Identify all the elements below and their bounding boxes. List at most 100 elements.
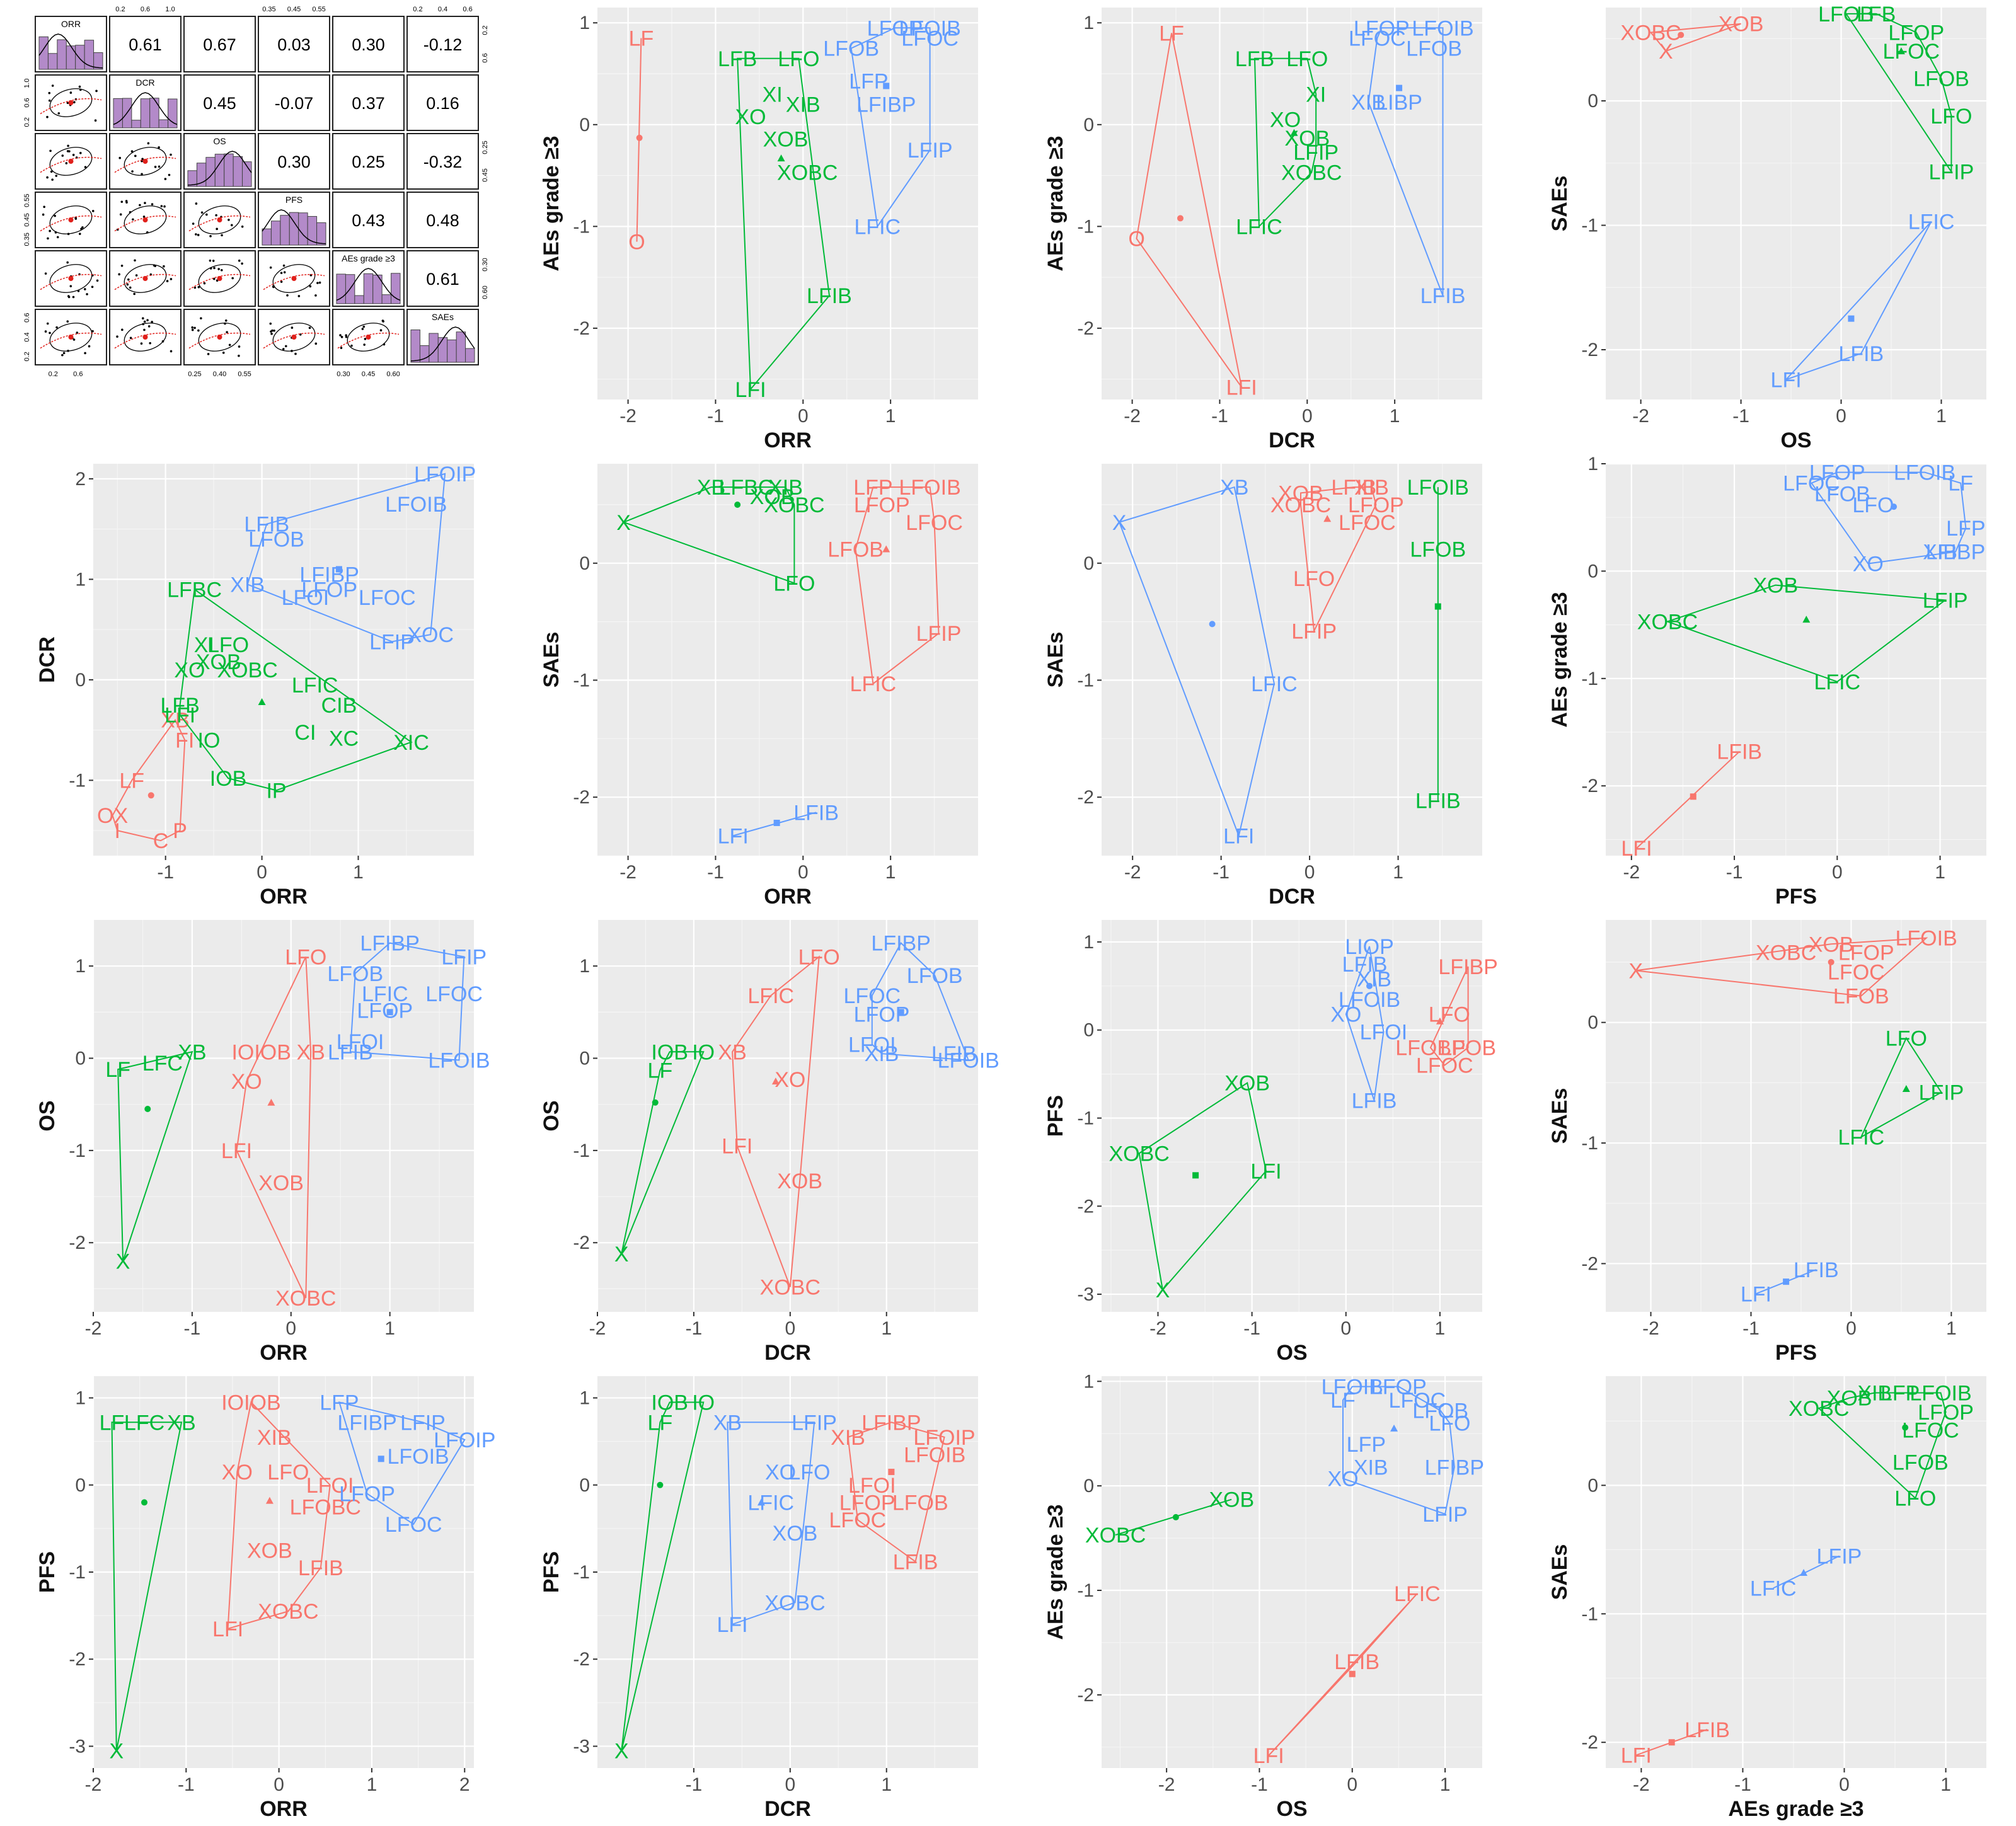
scatter-dot (132, 218, 134, 221)
correlation-ellipse (272, 323, 316, 352)
group-centroid (882, 545, 890, 553)
scatter-dot (345, 334, 347, 337)
point-label: XI (194, 633, 214, 657)
scatter-dot (76, 331, 79, 334)
point-label: LFIP (1928, 161, 1974, 185)
matrix-left-tick: 1.0 (23, 79, 31, 88)
scatter-dot (340, 347, 343, 349)
plot-background (1102, 1376, 1482, 1768)
point-label: LFIC (854, 215, 901, 239)
group-centroid (258, 698, 266, 705)
scatter-panel-3: -2 -1 0 1 -2 -1 0 OS SAEs XOBC XOB X LFOB LFB LFOP LFOC… (1512, 0, 2016, 456)
point-label: LFIBP (360, 932, 419, 956)
mean-point (142, 276, 148, 281)
y-tick-label: 0 (579, 1048, 590, 1069)
point-label: LFO (1886, 1027, 1927, 1051)
scatter-dot (119, 213, 122, 216)
point-label: OX (97, 804, 128, 828)
point-label: LF (1330, 1389, 1356, 1413)
correlation-value: 0.43 (352, 211, 385, 230)
x-axis-title: AEs grade ≥3 (1728, 1797, 1863, 1821)
point-label: LFOB (827, 538, 884, 562)
scatter-dot (382, 320, 384, 323)
matrix-left-tick: 0.45 (23, 213, 31, 226)
point-label: I (115, 819, 120, 843)
point-label: LFI (722, 1135, 752, 1159)
point-label: C (153, 829, 169, 853)
x-tick-label: 1 (1390, 406, 1400, 427)
point-label: LFO (788, 1461, 830, 1484)
point-label: LFIBP (1425, 1456, 1484, 1479)
scatter-dot (54, 214, 56, 217)
x-tick-label: 0 (1347, 1774, 1357, 1795)
point-label: XIB (1923, 541, 1957, 565)
point-label: LFIC (1750, 1576, 1797, 1600)
point-label: LFOIB (1894, 461, 1956, 485)
point-label: LFOIB (1909, 1382, 1971, 1406)
matrix-left-tick: 0.4 (23, 332, 31, 342)
point-label: LFIB (1685, 1718, 1730, 1742)
x-tick-label: 1 (1435, 1318, 1446, 1339)
scatter-dot (48, 99, 51, 102)
point-label: CI (294, 721, 316, 745)
y-tick-label: -2 (573, 318, 590, 339)
group-centroid (144, 1106, 151, 1113)
group-hull (1817, 1392, 1947, 1500)
scatter-dot (66, 261, 69, 264)
y-tick-label: -1 (69, 1140, 86, 1161)
group-centroid (1290, 129, 1298, 136)
x-tick-label: 0 (785, 1774, 795, 1795)
correlation-value: 0.67 (203, 35, 236, 54)
group-hull (1345, 946, 1385, 1101)
group-hull (1860, 1036, 1942, 1139)
y-tick-label: 2 (75, 469, 86, 490)
point-label: LFB (160, 694, 199, 718)
x-tick-label: 1 (1936, 406, 1947, 427)
scatter-dot (170, 278, 173, 280)
plot-background (597, 8, 978, 399)
mean-point (217, 276, 222, 281)
scatter-dot (170, 153, 172, 156)
correlation-ellipse (49, 323, 93, 352)
correlation-ellipse (124, 264, 167, 293)
scatter-dot (49, 331, 51, 335)
matrix-right-tick: 0.25 (481, 141, 489, 154)
point-label: LFOP (854, 493, 910, 517)
point-label: LFB (1235, 47, 1274, 71)
point-label: XOBC (1620, 21, 1681, 45)
point-label: LFIB (328, 1040, 373, 1064)
scatter-dot (241, 225, 244, 228)
loess-curve (40, 98, 102, 115)
y-tick-label: 1 (1083, 13, 1094, 33)
scatter-dot (314, 294, 317, 297)
point-label: LFOI (337, 1030, 384, 1054)
scatter-dot (222, 352, 225, 354)
point-label: LFB (718, 47, 757, 71)
plot-background (597, 464, 978, 856)
point-label: LFIP (1923, 589, 1968, 612)
matrix-cell (406, 16, 479, 72)
x-tick-label: -1 (1726, 862, 1743, 883)
y-tick-label: -2 (1581, 340, 1598, 360)
scatter-dot (228, 343, 231, 347)
point-label: LFOI (848, 1033, 896, 1057)
group-hull (847, 1421, 945, 1563)
scatter-dot (134, 154, 137, 158)
scatter-dot (46, 176, 49, 179)
scatter-dot (91, 330, 94, 333)
point-label: LFOC (1349, 26, 1406, 50)
x-tick-label: 0 (1832, 862, 1843, 883)
y-tick-label: 0 (1587, 1475, 1598, 1496)
x-tick-label: -1 (686, 1318, 703, 1339)
point-label: XO (174, 658, 205, 682)
point-label: LFP (320, 1391, 359, 1415)
scatter-dot (116, 335, 118, 338)
scatter-dot (350, 344, 353, 347)
mean-point (68, 335, 74, 340)
x-axis-title: DCR (1269, 885, 1315, 909)
scatter-dot (282, 348, 285, 350)
point-label: XB (718, 1040, 746, 1064)
group-hull (850, 27, 931, 229)
